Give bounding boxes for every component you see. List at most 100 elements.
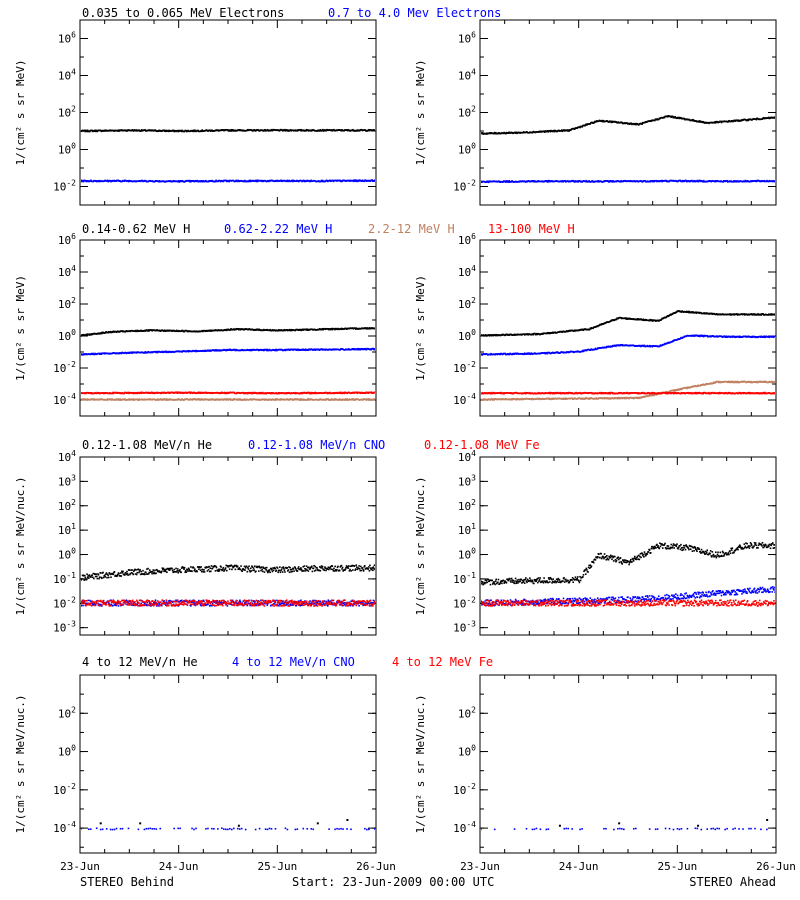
data-point <box>93 130 96 133</box>
data-point <box>165 398 168 401</box>
data-point <box>688 311 690 314</box>
data-point <box>502 181 504 183</box>
data-point <box>346 129 349 132</box>
data-point <box>374 348 375 350</box>
data-point <box>374 391 375 394</box>
data-point <box>354 328 357 330</box>
data-point <box>283 129 285 132</box>
data-point <box>677 116 680 119</box>
data-point <box>755 118 758 121</box>
data-point <box>567 130 569 132</box>
data-point <box>123 392 125 395</box>
data-point <box>301 392 303 395</box>
data-point <box>374 179 375 181</box>
data-point <box>356 392 359 395</box>
data-point <box>339 348 342 351</box>
data-point <box>626 317 628 319</box>
data-point <box>340 391 342 394</box>
data-point <box>86 129 89 132</box>
data-point <box>732 120 735 123</box>
data-point <box>651 120 653 122</box>
data-point <box>755 180 758 183</box>
data-point <box>188 179 190 182</box>
data-point <box>225 349 228 352</box>
data-point <box>549 130 552 133</box>
data-point <box>679 179 682 182</box>
data-point <box>306 328 309 331</box>
data-point <box>688 310 691 313</box>
y-tick-label: 104 <box>58 264 76 279</box>
data-point <box>325 399 327 401</box>
data-point <box>325 129 327 132</box>
data-point <box>93 399 95 401</box>
data-point <box>286 179 289 182</box>
data-point <box>321 328 324 330</box>
data-point <box>368 129 371 132</box>
data-point <box>115 398 118 400</box>
data-point <box>661 180 663 183</box>
data-point <box>181 351 184 353</box>
data-point <box>692 119 694 122</box>
data-point <box>340 130 343 132</box>
data-point <box>268 180 270 183</box>
data-point <box>98 391 100 394</box>
data-point <box>747 119 750 122</box>
data-point <box>201 129 204 131</box>
data-point <box>227 130 230 132</box>
data-point <box>318 130 321 132</box>
data-point <box>553 130 556 133</box>
data-point <box>546 181 549 183</box>
data-point <box>275 348 278 351</box>
data-point <box>264 128 266 131</box>
data-point <box>244 179 246 182</box>
data-point <box>119 398 121 400</box>
data-point <box>167 130 170 133</box>
data-point <box>82 179 84 182</box>
data-point <box>482 334 485 336</box>
data-point <box>118 130 121 132</box>
data-point <box>744 180 746 183</box>
data-point <box>138 398 140 400</box>
data-point <box>228 129 230 131</box>
data-point <box>121 129 123 131</box>
data-point <box>330 327 333 330</box>
data-point <box>601 119 604 122</box>
data-point <box>229 329 232 331</box>
data-point <box>563 129 565 131</box>
data-point <box>336 328 339 331</box>
data-point <box>698 121 701 123</box>
data-point <box>687 310 690 313</box>
data-point <box>101 332 103 335</box>
data-point <box>619 181 622 183</box>
data-point <box>547 131 549 133</box>
data-point <box>547 179 549 182</box>
data-point <box>364 129 367 131</box>
data-point <box>576 180 579 182</box>
data-point <box>194 129 196 131</box>
data-point <box>487 181 490 184</box>
series-2 <box>481 334 775 356</box>
data-point <box>543 130 545 133</box>
data-point <box>140 130 143 132</box>
data-point <box>106 180 108 183</box>
data-point <box>132 398 135 400</box>
data-point <box>352 180 355 183</box>
data-point <box>274 348 277 351</box>
data-point <box>215 349 217 352</box>
data-point <box>762 313 764 315</box>
data-point <box>158 180 160 183</box>
data-point <box>83 129 86 132</box>
data-point <box>143 352 146 354</box>
data-point <box>308 399 311 401</box>
data-point <box>95 129 97 132</box>
data-point <box>615 318 618 321</box>
data-point <box>674 116 677 118</box>
row-title-2-2: 0.62-2.22 MeV H <box>224 222 332 236</box>
row-title-4-1: 4 to 12 MeV/n He <box>82 655 198 669</box>
y-axis-label: 1/(cm² s sr MeV) <box>14 60 27 166</box>
data-point <box>346 398 348 400</box>
data-point <box>574 181 576 183</box>
data-point <box>228 180 230 183</box>
data-point <box>774 313 775 316</box>
data-point <box>188 180 191 183</box>
